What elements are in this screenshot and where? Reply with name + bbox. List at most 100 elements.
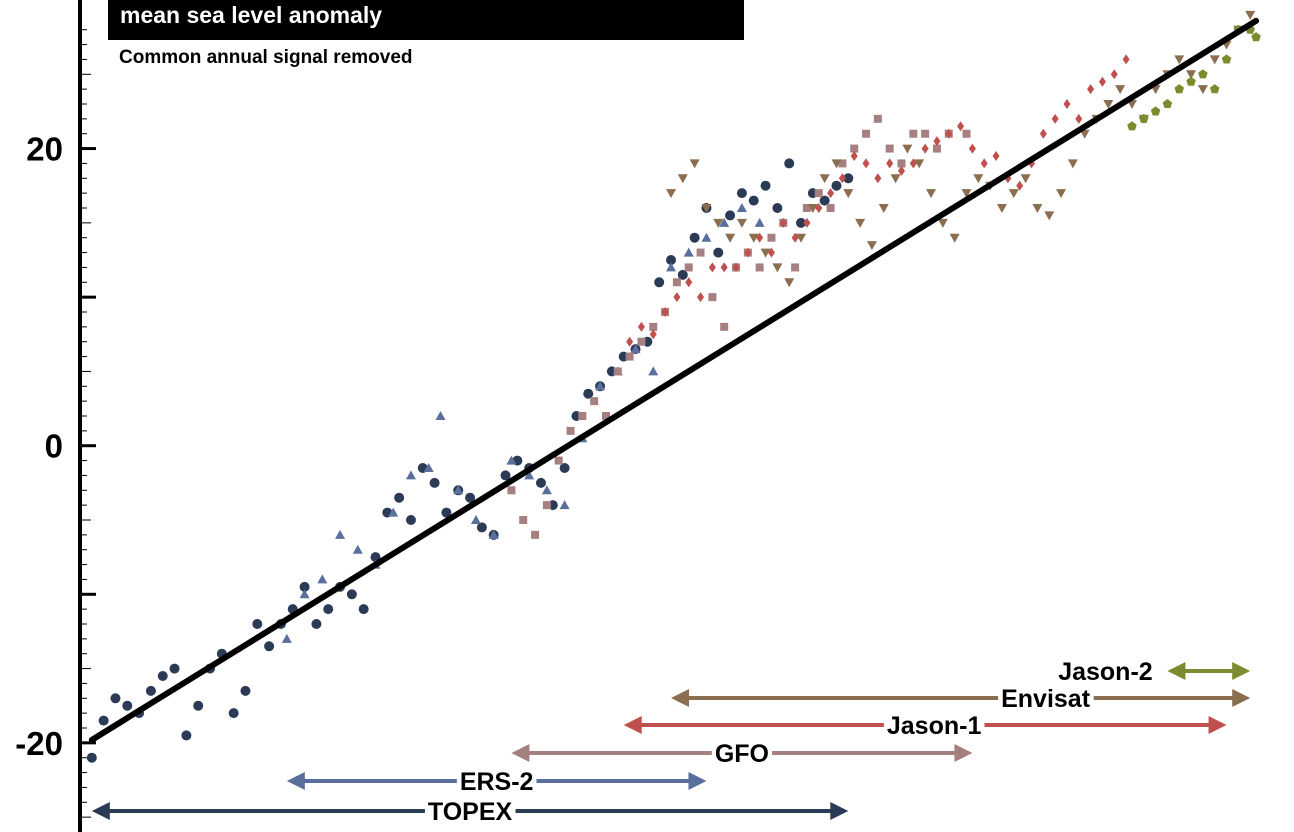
- chart-subtitle: Common annual signal removed: [119, 47, 413, 68]
- data-point: [649, 322, 658, 331]
- mission-arrow-right: [1208, 716, 1227, 734]
- data-point: [796, 233, 807, 243]
- data-point: [677, 269, 688, 280]
- data-point: [1087, 84, 1095, 95]
- data-point: [630, 344, 641, 354]
- data-point: [890, 174, 901, 184]
- data-point: [1245, 10, 1256, 20]
- data-point: [962, 129, 971, 138]
- data-point: [465, 492, 476, 503]
- data-point: [388, 507, 399, 517]
- data-point: [886, 158, 894, 169]
- y-tick-label: 20: [26, 131, 63, 168]
- data-point: [1251, 32, 1261, 42]
- data-point: [648, 366, 659, 376]
- data-point: [772, 203, 783, 213]
- trend-line: [88, 17, 1260, 743]
- data-point: [637, 321, 645, 332]
- data-point: [541, 485, 552, 495]
- data-point: [1051, 113, 1059, 124]
- data-point: [1209, 55, 1220, 65]
- data-point: [583, 388, 594, 399]
- data-point: [507, 486, 516, 495]
- data-point: [666, 255, 676, 265]
- data-point: [897, 165, 905, 176]
- data-point: [937, 218, 948, 228]
- data-point: [323, 604, 334, 615]
- data-point: [754, 217, 765, 227]
- mission-arrow-right: [688, 772, 707, 790]
- data-point: [684, 263, 693, 272]
- data-point: [748, 233, 759, 243]
- mission-label-background: [883, 712, 985, 740]
- mission-label-background: [998, 685, 1094, 713]
- mission-arrow-left: [91, 802, 110, 820]
- data-point: [1174, 55, 1185, 65]
- data-point: [1122, 54, 1130, 65]
- data-point: [654, 277, 665, 288]
- data-point: [1079, 129, 1090, 139]
- data-point: [1016, 180, 1024, 191]
- data-point: [405, 470, 416, 480]
- data-point: [661, 307, 669, 317]
- data-point: [677, 174, 688, 184]
- data-point: [843, 173, 854, 184]
- data-point: [1197, 85, 1208, 95]
- data-point: [873, 114, 882, 123]
- data-point: [772, 263, 783, 273]
- data-point: [110, 693, 121, 704]
- data-point: [358, 604, 369, 615]
- data-point: [713, 218, 724, 228]
- data-point: [683, 247, 694, 257]
- data-point: [819, 195, 830, 206]
- data-point: [169, 663, 180, 674]
- data-point: [992, 151, 1000, 161]
- data-point: [535, 477, 546, 488]
- data-point: [968, 143, 976, 154]
- data-point: [760, 248, 771, 258]
- data-point: [637, 337, 646, 346]
- data-point: [264, 641, 275, 652]
- data-point: [86, 752, 97, 763]
- data-point: [1127, 121, 1137, 131]
- data-point: [736, 218, 747, 228]
- data-point: [240, 685, 251, 696]
- data-point: [626, 336, 634, 347]
- data-point: [488, 529, 499, 539]
- data-point: [590, 397, 599, 406]
- data-point: [1198, 69, 1208, 79]
- data-point: [791, 263, 800, 272]
- data-point: [672, 278, 681, 287]
- data-point: [932, 144, 941, 153]
- data-point: [542, 501, 551, 510]
- data-point: [506, 455, 517, 465]
- data-point: [725, 210, 736, 221]
- data-point: [157, 671, 168, 681]
- data-point: [122, 700, 133, 711]
- data-point: [819, 174, 830, 184]
- data-point: [335, 529, 346, 539]
- data-point: [866, 241, 877, 251]
- data-point: [701, 204, 712, 213]
- mission-label-background: [424, 798, 516, 826]
- chart-title: mean sea level anomaly: [108, 0, 744, 40]
- data-point: [748, 195, 759, 206]
- mission-arrow-right: [1232, 662, 1251, 680]
- data-point: [1174, 84, 1185, 94]
- data-point: [914, 159, 925, 169]
- mission-label: Jason-1: [887, 712, 982, 740]
- data-point: [1186, 70, 1197, 80]
- data-point: [874, 173, 882, 184]
- data-point: [531, 530, 540, 539]
- data-point: [281, 633, 292, 643]
- data-point: [996, 204, 1007, 213]
- data-point: [1103, 100, 1114, 109]
- mission-arrow-right: [1232, 689, 1251, 707]
- data-point: [193, 700, 204, 711]
- data-point: [554, 456, 563, 465]
- data-point: [957, 121, 965, 132]
- data-point: [897, 159, 906, 168]
- mission-label: Jason-2: [1058, 658, 1152, 686]
- data-point: [926, 189, 937, 199]
